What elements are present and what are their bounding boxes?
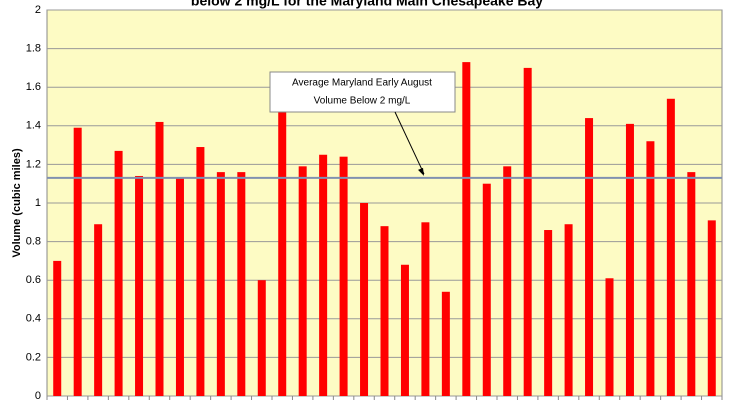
y-tick-label: 0.8	[26, 236, 41, 248]
bar	[94, 224, 103, 396]
bar	[707, 220, 716, 396]
bar	[625, 123, 634, 397]
annotation-text: Average Maryland Early August	[292, 78, 432, 89]
bar	[319, 154, 328, 396]
y-tick-label: 2	[35, 4, 41, 16]
bar	[73, 127, 82, 396]
bar	[605, 278, 614, 396]
bar	[53, 260, 62, 396]
chart-title: below 2 mg/L for the Maryland Main Chesa…	[191, 0, 543, 9]
bar	[462, 62, 471, 397]
bar	[400, 264, 409, 396]
bar	[278, 106, 287, 396]
y-tick-label: 1.6	[26, 81, 41, 93]
annotation-text: Volume Below 2 mg/L	[314, 96, 411, 107]
y-tick-label: 1.4	[26, 120, 41, 132]
bar	[544, 230, 553, 396]
y-tick-label: 0	[35, 390, 41, 400]
annotation-box	[269, 71, 456, 113]
bar	[687, 172, 696, 396]
bar	[257, 280, 266, 396]
bar	[135, 175, 144, 396]
bar	[216, 172, 225, 396]
bar	[380, 226, 389, 396]
y-tick-label: 0.2	[26, 351, 41, 363]
y-tick-label: 0.4	[26, 313, 41, 325]
bar	[503, 166, 512, 396]
bar	[441, 291, 450, 396]
bar	[666, 98, 675, 396]
bar	[646, 141, 655, 396]
bar	[196, 147, 205, 396]
bar	[175, 177, 184, 396]
bar	[339, 156, 348, 396]
bar	[421, 222, 430, 396]
bar	[585, 118, 594, 396]
y-tick-label: 1.2	[26, 158, 41, 170]
bar	[155, 121, 164, 396]
bar	[298, 166, 307, 396]
arrow-head	[418, 167, 424, 176]
bar	[114, 150, 123, 396]
bar	[237, 172, 246, 396]
y-tick-label: 0.6	[26, 274, 41, 286]
y-axis-label: Volume (cubic miles)	[11, 148, 23, 258]
bar	[360, 203, 369, 396]
y-tick-label: 1	[35, 197, 41, 209]
annotation-arrow	[394, 111, 425, 175]
bar	[523, 67, 532, 397]
y-tick-label: 1.8	[26, 43, 41, 55]
bar	[564, 224, 573, 396]
bar	[482, 183, 491, 396]
